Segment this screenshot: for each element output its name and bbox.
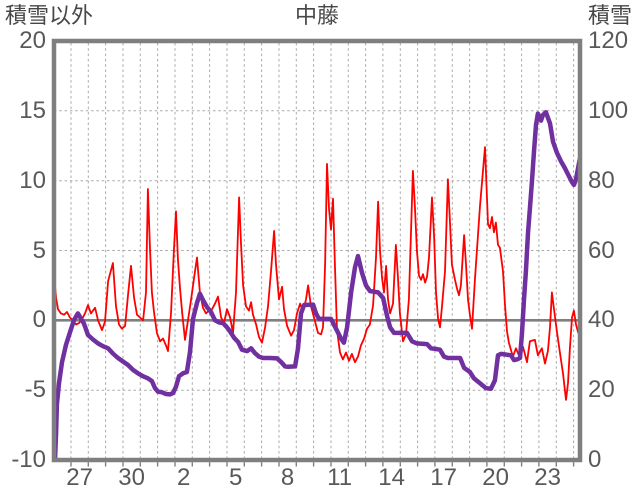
right-axis-tick-label: 20 [588, 376, 615, 404]
x-axis-tick-label: 14 [378, 464, 405, 491]
left-axis-tick-label: -10 [11, 446, 46, 473]
right-axis-title: 積雪 [588, 3, 633, 28]
left-axis-tick-label: -5 [24, 376, 46, 404]
x-axis-tick-label: 8 [280, 464, 295, 491]
right-axis-tick-label: 40 [588, 306, 615, 334]
right-axis-tick-label: 120 [588, 27, 629, 54]
x-axis-tick-label: 23 [534, 464, 561, 491]
x-axis-tick-label: 30 [118, 464, 145, 491]
plot-border [51, 38, 583, 463]
right-axis-tick-label: 0 [588, 446, 602, 473]
left-axis-tick-label: 0 [32, 306, 46, 334]
left-axis-tick-label: 15 [19, 96, 46, 124]
left-axis-tick-label: 20 [19, 27, 46, 54]
x-axis-tick-label: 17 [430, 464, 457, 491]
x-axis-tick-label: 27 [66, 464, 93, 491]
left-axis-tick-label: 5 [32, 236, 46, 264]
x-axis-tick-label: 5 [228, 464, 243, 491]
left-axis-title: 積雪以外 [5, 3, 94, 28]
right-axis-tick-label: 80 [588, 166, 615, 194]
series-snow-depth-line [53, 109, 581, 461]
chart-title: 中藤 [294, 3, 339, 28]
x-axis-tick-label: 20 [482, 464, 509, 491]
right-axis-tick-label: 60 [588, 236, 615, 264]
right-axis-tick-label: 100 [588, 96, 629, 124]
x-axis-tick-label: 11 [327, 464, 353, 491]
left-axis-tick-label: 10 [19, 166, 46, 194]
x-axis-tick-label: 2 [176, 464, 191, 491]
series-other-than-snow-line [53, 146, 581, 401]
